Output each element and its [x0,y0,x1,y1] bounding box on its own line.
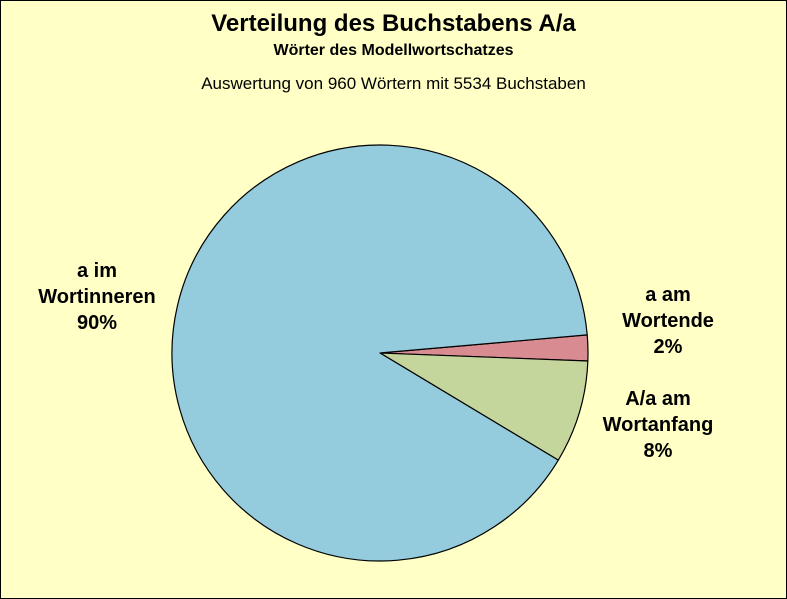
slice-label-wortinneren-line1: a im [76,260,118,282]
chart-subtitle: Wörter des Modellwortschatzes [273,42,514,59]
pie-slice-1 [379,352,589,461]
slice-label-wortende-line2: Wortende [622,310,714,332]
slice-label-wortende-line1: a am [645,284,691,306]
chart-note: Auswertung von 960 Wörtern mit 5534 Buch… [201,74,586,93]
chart-title: Verteilung des Buchstabens A/a [211,10,576,37]
slice-label-wortinneren-percent: 90% [76,312,118,334]
slice-label-wortanfang-percent: 8% [643,440,673,462]
slice-label-wortanfang: A/a am Wortanfang 8% [588,386,728,464]
slice-label-wortinneren: a im Wortinneren 90% [22,258,172,336]
pie-slice-2 [171,144,588,562]
slice-label-wortende: a am Wortende 2% [598,282,738,360]
slice-label-wortanfang-line1: A/a am [625,388,691,410]
slice-label-wortanfang-line2: Wortanfang [602,414,714,436]
slice-label-wortende-percent: 2% [653,336,683,358]
slice-label-wortinneren-line2: Wortinneren [38,286,156,308]
